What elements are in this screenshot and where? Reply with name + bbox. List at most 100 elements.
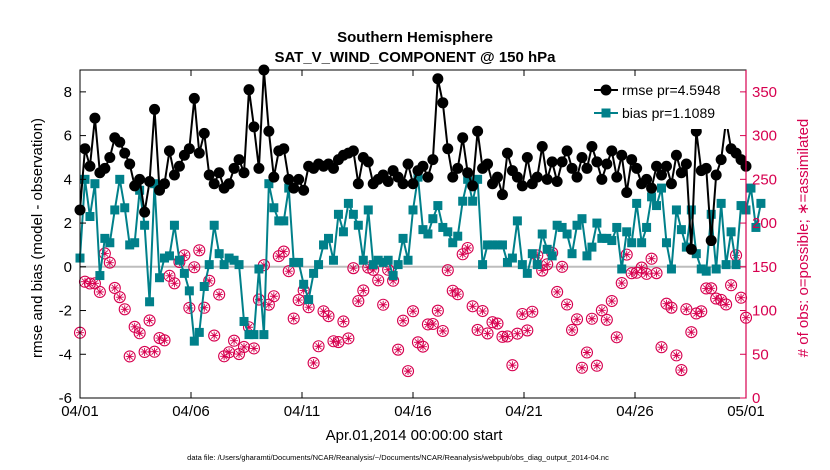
rmse-point [576,151,588,163]
rmse-point [382,176,394,188]
rmse-point [99,162,111,174]
obs-count-marker [148,345,161,358]
obs-count-marker [138,345,151,359]
obs-count-marker [123,350,136,363]
rmse-point [402,158,414,170]
rmse-point [104,151,116,163]
bias-point [105,238,115,248]
bias-point [438,222,448,232]
obs-count-marker [322,310,335,323]
rmse-point [228,162,240,174]
bias-point [368,260,378,270]
bias-point [294,257,304,267]
rmse-point [491,171,503,183]
bias-point [557,222,567,232]
rmse-point [596,173,608,185]
bias-point [642,222,652,232]
rmse-point [665,178,677,190]
rmse-point [651,160,663,172]
bias-point [701,266,711,276]
bias-point [169,220,179,230]
rmse-point [173,160,185,172]
y-tick-label-right: 150 [752,259,777,276]
obs-count-marker [108,281,121,295]
obs-count-marker [680,303,693,316]
bias-point [483,240,493,250]
bias-point [661,238,671,248]
bias-point [319,240,329,250]
bias-point [577,214,587,224]
bias-point [179,268,189,278]
bias-point [234,260,244,270]
bias-point [219,260,229,270]
rmse-point [606,145,618,157]
rmse-point [551,176,563,188]
bias-point [249,330,259,340]
obs-count-marker [511,327,524,340]
rmse-point [283,173,295,185]
bias-point [458,196,468,206]
bias-point [164,251,174,261]
bias-point [279,216,289,226]
bias-point [274,216,284,226]
bias-point [155,273,165,283]
rmse-point [223,178,235,190]
obs-count-marker [372,274,385,287]
rmse-point [531,171,543,183]
bias-point [388,271,398,281]
bias-point [492,240,502,250]
y-tick-label-right: 250 [752,171,777,188]
y-tick-label-right: 100 [752,303,777,320]
bias-point [244,330,254,340]
obs-count-marker [570,313,584,326]
rmse-point [427,154,439,166]
obs-count-marker [561,298,574,311]
obs-count-marker [705,282,718,295]
bias-point [602,233,612,243]
obs-count-marker [352,295,365,308]
bias-point [547,251,557,261]
bias-point [209,220,219,230]
obs-count-marker [441,264,454,277]
rmse-point [452,162,464,174]
y-tick-label-left: 2 [64,215,72,232]
bias-point [428,214,438,224]
obs-count-marker [332,336,345,349]
rmse-point [586,141,598,153]
bias-point [686,205,696,215]
bias-point [343,198,353,208]
bias-point [497,240,507,250]
y-tick-label-left: 4 [64,171,72,188]
bias-point [254,264,264,274]
rmse-point [168,169,180,181]
rmse-point [362,156,374,168]
obs-count-marker [426,317,439,331]
bias-point [229,255,239,265]
rmse-point [238,167,250,179]
obs-count-marker [670,349,683,362]
legend-bias-marker [601,108,611,118]
bias-point [517,260,527,270]
bias-point [264,179,274,189]
obs-count-marker [158,334,171,347]
obs-count-marker [610,331,623,344]
rmse-point [482,158,494,170]
obs-count-marker [213,288,226,301]
bias-point [393,260,403,270]
rmse-point [208,178,220,190]
obs-count-marker [357,284,370,297]
rmse-point [660,160,672,172]
obs-count-marker [725,279,738,292]
bias-point [184,286,194,296]
bias-point [224,253,234,263]
bias-point [627,238,637,248]
rmse-point [432,73,444,85]
rmse-point [680,158,692,170]
bias-point [731,260,741,270]
bias-point [174,255,184,265]
bias-point [418,225,428,235]
obs-count-marker [287,312,300,325]
bias-point [85,212,95,222]
bias-point [696,264,706,274]
rmse-point [616,149,628,161]
